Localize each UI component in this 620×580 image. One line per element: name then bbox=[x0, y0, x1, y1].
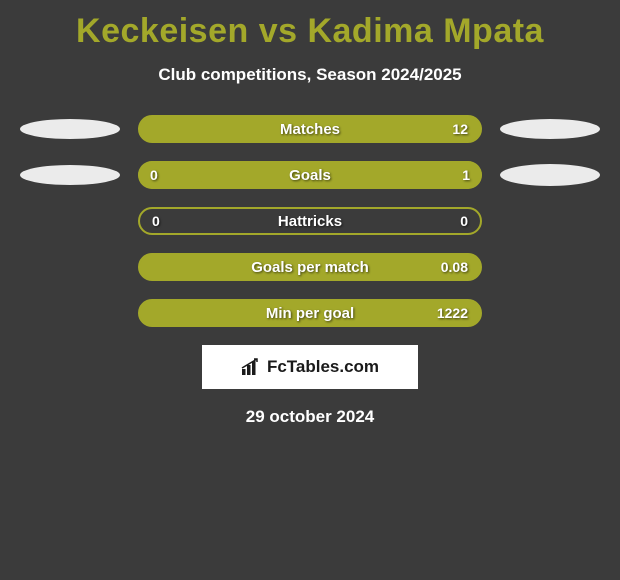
left-pill-slot bbox=[20, 161, 120, 189]
bar-chart-icon bbox=[241, 358, 261, 376]
date-label: 29 october 2024 bbox=[0, 407, 620, 427]
left-pill-slot bbox=[20, 253, 120, 281]
left-pill-slot bbox=[20, 115, 120, 143]
stat-value-left: 0 bbox=[152, 209, 160, 233]
bar-fill-left bbox=[140, 301, 310, 325]
bar-fill-right bbox=[310, 255, 480, 279]
stat-row: Min per goal1222 bbox=[0, 299, 620, 327]
stat-bar: Goals per match0.08 bbox=[138, 253, 482, 281]
stat-bar: Min per goal1222 bbox=[138, 299, 482, 327]
right-pill-slot bbox=[500, 207, 600, 235]
stat-bar: Matches12 bbox=[138, 115, 482, 143]
right-pill-slot bbox=[500, 161, 600, 189]
left-pill-slot bbox=[20, 207, 120, 235]
stat-bar: Goals01 bbox=[138, 161, 482, 189]
bar-fill-left bbox=[140, 255, 310, 279]
player-pill-left bbox=[20, 119, 120, 139]
right-pill-slot bbox=[500, 253, 600, 281]
right-pill-slot bbox=[500, 299, 600, 327]
player-pill-right bbox=[500, 119, 600, 139]
comparison-chart: Matches12 Goals01 Hattricks0 0 Goals per mat… bbox=[0, 115, 620, 327]
stat-value-right: 0 bbox=[460, 209, 468, 233]
right-pill-slot bbox=[500, 115, 600, 143]
stat-row: Goals01 bbox=[0, 161, 620, 189]
fctables-logo[interactable]: FcTables.com bbox=[202, 345, 418, 389]
stat-row: Hattricks0 0 bbox=[0, 207, 620, 235]
subtitle: Club competitions, Season 2024/2025 bbox=[0, 65, 620, 85]
stat-row: Goals per match0.08 bbox=[0, 253, 620, 281]
bar-fill-left bbox=[140, 117, 310, 141]
player-pill-left bbox=[20, 165, 120, 185]
stat-row: Matches12 bbox=[0, 115, 620, 143]
bar-fill-left bbox=[138, 161, 200, 189]
page-title: Keckeisen vs Kadima Mpata bbox=[0, 0, 620, 51]
stat-label: Hattricks bbox=[140, 209, 480, 233]
logo-text: FcTables.com bbox=[267, 357, 379, 377]
bar-fill-right bbox=[310, 117, 480, 141]
left-pill-slot bbox=[20, 299, 120, 327]
bar-fill-right bbox=[310, 301, 480, 325]
stat-bar: Hattricks0 0 bbox=[138, 207, 482, 235]
player-pill-right bbox=[500, 164, 600, 186]
bar-fill-right bbox=[200, 161, 482, 189]
